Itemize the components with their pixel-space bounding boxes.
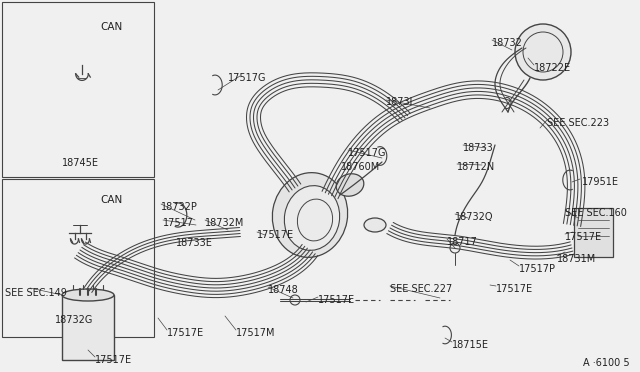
Ellipse shape xyxy=(336,174,364,196)
Text: 18748: 18748 xyxy=(268,285,299,295)
Text: SEE SEC.160: SEE SEC.160 xyxy=(565,208,627,218)
Text: 17517E: 17517E xyxy=(318,295,355,305)
FancyBboxPatch shape xyxy=(574,208,613,257)
Bar xyxy=(2,179,154,337)
Text: 1873l: 1873l xyxy=(386,97,413,107)
Text: 18732G: 18732G xyxy=(55,315,93,325)
Ellipse shape xyxy=(284,186,340,250)
Text: 18712N: 18712N xyxy=(457,162,495,172)
Text: 17517: 17517 xyxy=(163,218,194,228)
Text: 18717: 18717 xyxy=(447,237,478,247)
Text: 17517P: 17517P xyxy=(519,264,556,274)
Text: 18732P: 18732P xyxy=(161,202,198,212)
Text: 17517E: 17517E xyxy=(565,232,602,242)
Text: SEE SEC.227: SEE SEC.227 xyxy=(390,284,452,294)
Text: 18722E: 18722E xyxy=(534,63,571,73)
Text: 17517E: 17517E xyxy=(496,284,533,294)
Text: 18745E: 18745E xyxy=(62,158,99,168)
Text: 17517G: 17517G xyxy=(348,148,387,158)
Text: 18733: 18733 xyxy=(463,143,493,153)
Text: 18731M: 18731M xyxy=(557,254,596,264)
Text: 17951E: 17951E xyxy=(582,177,619,187)
Ellipse shape xyxy=(62,289,114,301)
Text: 18732: 18732 xyxy=(492,38,523,48)
Text: 17517G: 17517G xyxy=(228,73,266,83)
Text: SEE SEC.223: SEE SEC.223 xyxy=(547,118,609,128)
Text: 18733E: 18733E xyxy=(176,238,213,248)
Ellipse shape xyxy=(273,173,348,257)
Text: A ·6100 5: A ·6100 5 xyxy=(583,358,630,368)
Ellipse shape xyxy=(364,218,386,232)
Bar xyxy=(62,295,114,360)
Text: SEE SEC.149: SEE SEC.149 xyxy=(5,288,67,298)
Text: 17517M: 17517M xyxy=(236,328,275,338)
Text: 17517E: 17517E xyxy=(95,355,132,365)
Text: 17517E: 17517E xyxy=(167,328,204,338)
Text: 18732M: 18732M xyxy=(205,218,244,228)
Text: 17517E: 17517E xyxy=(257,230,294,240)
Text: CAN: CAN xyxy=(100,195,122,205)
Text: CAN: CAN xyxy=(100,22,122,32)
Text: 18715E: 18715E xyxy=(452,340,489,350)
Bar xyxy=(2,2,154,177)
Text: 18760M: 18760M xyxy=(341,162,380,172)
Circle shape xyxy=(515,24,571,80)
Text: 18732Q: 18732Q xyxy=(455,212,493,222)
